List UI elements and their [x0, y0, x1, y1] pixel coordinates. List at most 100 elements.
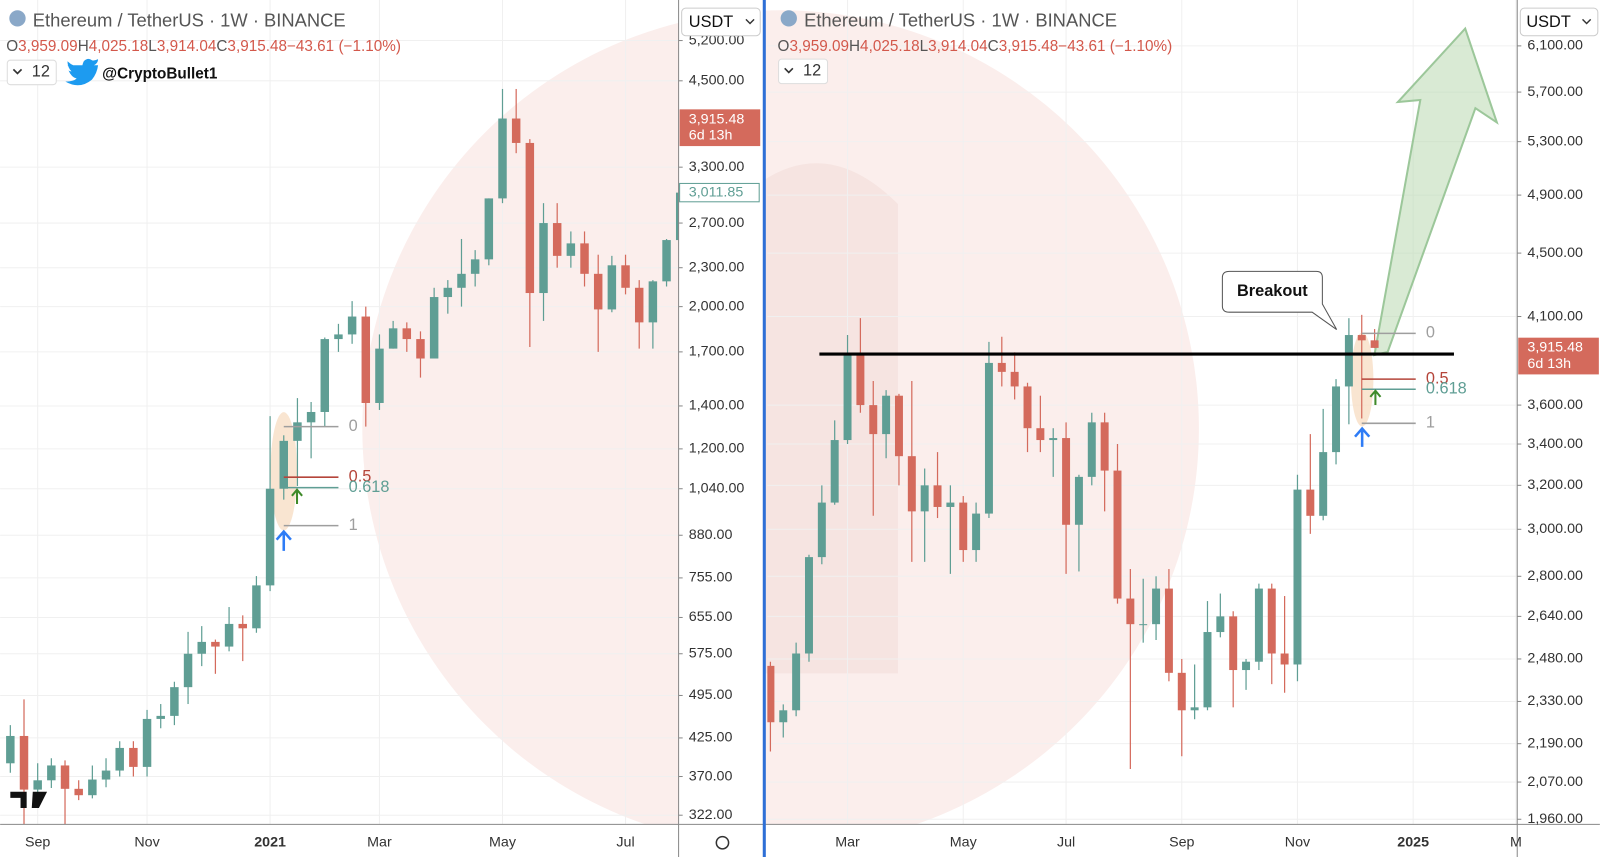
candle-body — [170, 687, 179, 716]
candle-body — [1242, 661, 1251, 671]
candle-body — [1332, 386, 1341, 453]
y-tick-label: 495.00 — [689, 687, 733, 703]
author: @CryptoBullet1 — [102, 66, 218, 83]
candle-body — [402, 328, 412, 340]
symbol-title: Ethereum / TetherUS · 1W · BINANCE — [33, 9, 346, 30]
y-tick-label: 3,200.00 — [1527, 477, 1583, 493]
candle-body — [224, 623, 234, 647]
candle-body — [662, 240, 671, 282]
candle-body — [539, 223, 548, 294]
candle-body — [1229, 616, 1238, 671]
candle-body — [238, 623, 247, 629]
price-tag-label: 3,915.48 — [1527, 340, 1583, 356]
x-tick-label: Jul — [616, 834, 634, 850]
candle-body — [416, 339, 425, 359]
x-tick-label: Nov — [134, 834, 160, 850]
currency-box[interactable] — [681, 7, 761, 37]
y-tick-label: 4,500.00 — [1527, 245, 1583, 261]
y-tick-label: 6,100.00 — [1527, 38, 1583, 54]
candle-body — [1023, 386, 1032, 429]
candle-body — [1254, 588, 1263, 662]
candle-body — [1062, 438, 1071, 525]
settings-icon[interactable] — [715, 835, 730, 850]
candle-body — [6, 735, 15, 764]
candle-body — [265, 488, 275, 586]
candle-body — [74, 788, 83, 796]
candle-body — [1370, 340, 1379, 348]
currency-box[interactable] — [1519, 7, 1599, 37]
candle-body — [361, 316, 371, 403]
chevron — [745, 18, 755, 25]
interval-box[interactable] — [6, 59, 57, 86]
x-tick-label: May — [950, 834, 978, 850]
candle-body — [621, 265, 630, 288]
symbol-icon — [9, 10, 26, 27]
y-tick-label: 322.00 — [689, 807, 733, 823]
y-tick-label: 3,000.00 — [1527, 521, 1583, 537]
y-tick-label: 2,640.00 — [1527, 608, 1583, 624]
ohlc-label: L — [148, 38, 157, 55]
plot-left: 0 0.50.618 1 — [6, 88, 679, 825]
candle-body — [1344, 335, 1353, 387]
candle-body — [429, 297, 439, 359]
logo — [10, 791, 48, 809]
candle-body — [869, 405, 878, 435]
chevron — [1582, 18, 1592, 25]
candle-body — [593, 273, 603, 310]
y-tick-label: 2,800.00 — [1527, 568, 1583, 584]
x-tick-label: 2021 — [254, 834, 286, 850]
candle-body — [1267, 588, 1276, 654]
ohlc-value: 4,025.18 — [89, 38, 149, 55]
ohlc-label: L — [920, 38, 929, 55]
ohlc-value: 4,025.18 — [860, 38, 920, 55]
candle-body — [1100, 422, 1109, 471]
symbol-icon — [780, 10, 797, 27]
x-tick-label: Sep — [1169, 834, 1194, 850]
candle-body — [552, 223, 562, 256]
ohlc-value: 3,915.48 — [227, 38, 287, 55]
ohlc-label: H — [78, 38, 89, 55]
fib-label: 0.618 — [1426, 380, 1467, 398]
candle-body — [156, 715, 165, 719]
y-tick-label: 2,070.00 — [1527, 774, 1583, 790]
candle-body — [320, 339, 330, 412]
callout — [1221, 270, 1338, 330]
candle-body — [19, 735, 29, 790]
grid — [0, 0, 1518, 825]
candle-body — [984, 362, 993, 514]
candle-body — [933, 485, 942, 507]
overlay: Ethereum / TetherUS · 1W · BINANCE Ether… — [6, 7, 1599, 375]
y-tick-label: 5,700.00 — [1527, 84, 1583, 100]
candle-body — [882, 395, 891, 435]
candle-body — [88, 779, 97, 796]
candle-body — [675, 192, 679, 241]
interval: 12 — [803, 62, 821, 80]
candle-body — [470, 259, 480, 274]
candle-body — [484, 198, 494, 260]
candle-body — [1319, 452, 1328, 516]
interval-box[interactable] — [778, 58, 829, 85]
candle-body — [779, 710, 788, 723]
candle-body — [1113, 470, 1122, 599]
y-tick-label: 2,330.00 — [1527, 693, 1583, 709]
candle-body — [211, 641, 220, 647]
fib-label: 0.5 — [1426, 369, 1449, 387]
candle-body — [1036, 428, 1045, 441]
x-tick-label: 2025 — [1397, 834, 1429, 850]
price-tag — [679, 109, 761, 147]
candle-body — [47, 765, 56, 781]
candle-body — [830, 440, 839, 503]
currency: USDT — [689, 13, 733, 31]
candle-body — [279, 440, 288, 489]
time-axis-bg — [0, 824, 1600, 857]
y-tick-label: 425.00 — [689, 730, 733, 746]
blue-arrow — [1354, 426, 1371, 447]
candle-body — [306, 411, 316, 423]
candle-body — [804, 557, 813, 654]
candle-body — [334, 334, 343, 340]
candle-body — [1306, 489, 1315, 516]
candle-body — [1190, 707, 1199, 711]
y-tick-label: 1,200.00 — [689, 441, 745, 457]
